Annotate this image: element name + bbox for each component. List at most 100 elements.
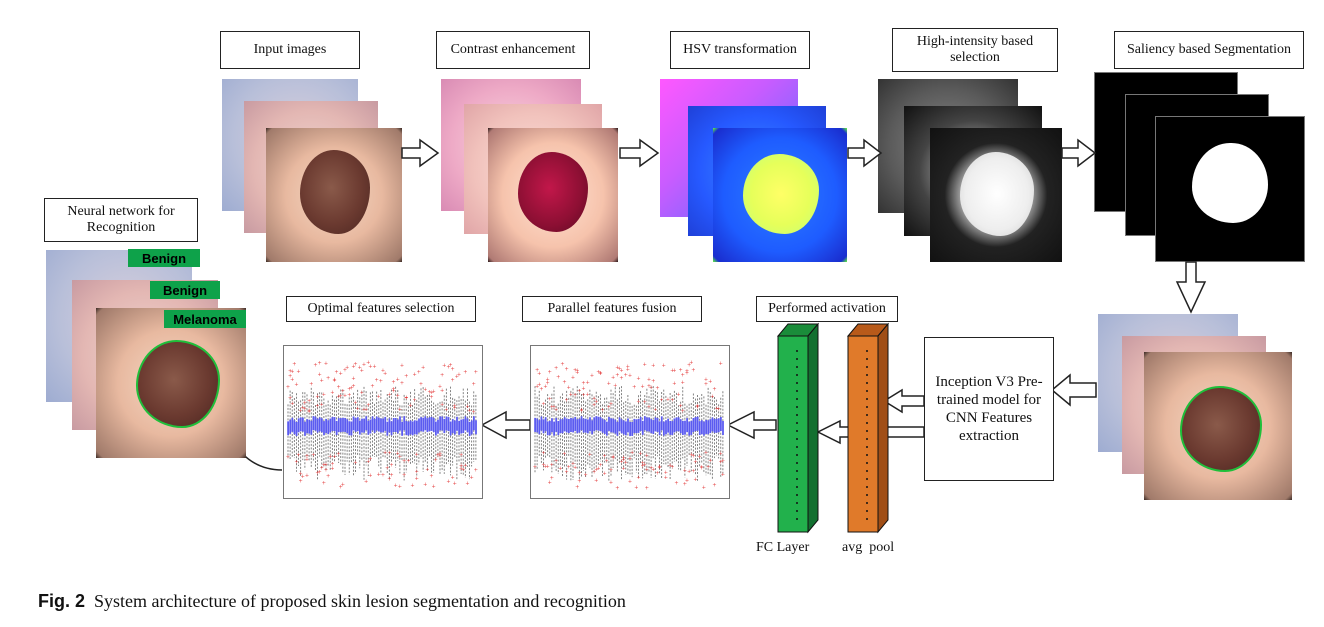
box xyxy=(380,418,382,433)
outlier-marker: + xyxy=(535,383,539,391)
box xyxy=(601,418,604,433)
box xyxy=(456,416,458,431)
outlier-marker: + xyxy=(700,464,704,472)
outlier-marker: + xyxy=(436,451,440,459)
outlier-marker: + xyxy=(552,403,556,411)
outlier-marker: + xyxy=(683,480,687,488)
outlier-marker: + xyxy=(712,481,716,489)
outlier-marker: + xyxy=(598,370,602,378)
box xyxy=(574,416,577,431)
box xyxy=(646,417,648,432)
outlier-marker: + xyxy=(286,453,290,461)
outlier-marker: + xyxy=(324,359,328,367)
outlier-marker: + xyxy=(389,461,393,469)
outlier-marker: + xyxy=(647,403,651,411)
outlier-marker: + xyxy=(632,383,636,391)
outlier-marker: + xyxy=(305,471,309,479)
box xyxy=(352,416,355,431)
outlier-marker: + xyxy=(533,463,537,471)
outlier-marker: + xyxy=(704,448,708,456)
outlier-marker: + xyxy=(398,405,402,413)
outlier-marker: + xyxy=(615,363,619,371)
outlier-marker: + xyxy=(451,365,455,373)
box xyxy=(586,419,589,434)
outlier-marker: + xyxy=(459,461,463,469)
box xyxy=(715,418,718,433)
outlier-marker: + xyxy=(569,390,573,398)
outlier-marker: + xyxy=(451,474,455,482)
box xyxy=(413,420,416,435)
outlier-marker: + xyxy=(330,465,334,473)
outlier-marker: + xyxy=(554,364,558,372)
outlier-marker: + xyxy=(341,480,345,488)
box xyxy=(445,416,448,431)
outlier-marker: + xyxy=(550,474,554,482)
box xyxy=(361,418,363,433)
outlier-marker: + xyxy=(360,389,364,397)
box xyxy=(337,418,340,433)
outlier-marker: + xyxy=(550,461,554,469)
outlier-marker: + xyxy=(658,464,662,472)
outlier-marker: + xyxy=(626,366,630,374)
caption-text: System architecture of proposed skin les… xyxy=(94,591,626,611)
box xyxy=(555,417,558,432)
box xyxy=(449,421,452,436)
outlier-marker: + xyxy=(322,479,326,487)
box xyxy=(553,421,555,436)
fc-layer-label: FC Layer xyxy=(756,540,810,555)
box xyxy=(595,416,598,431)
hsv-lesion xyxy=(743,154,819,234)
input-images-label: Input images xyxy=(220,31,360,69)
box xyxy=(567,419,570,434)
outlier-marker: + xyxy=(655,384,659,392)
box xyxy=(297,418,300,433)
box xyxy=(679,419,682,434)
box xyxy=(639,416,642,431)
box xyxy=(622,420,625,435)
outlier-marker: + xyxy=(636,374,640,382)
saliency-segmentation-label: Saliency based Segmentation xyxy=(1114,31,1304,69)
outlier-marker: + xyxy=(430,393,434,401)
box xyxy=(304,421,306,436)
outlier-marker: + xyxy=(721,457,725,465)
outlier-marker: + xyxy=(345,363,349,371)
box xyxy=(692,418,695,433)
outlier-marker: + xyxy=(442,362,446,370)
box xyxy=(468,421,471,436)
saliency-image-3 xyxy=(1155,116,1305,262)
box xyxy=(289,419,292,434)
recognition-image-3 xyxy=(96,308,246,458)
box xyxy=(705,419,707,434)
outlier-marker: + xyxy=(419,380,423,388)
box xyxy=(458,420,460,435)
box xyxy=(394,417,397,432)
outlier-marker: + xyxy=(398,453,402,461)
outlier-marker: + xyxy=(628,478,632,486)
outlier-marker: + xyxy=(417,368,421,376)
outlier-marker: + xyxy=(721,471,725,479)
outlier-marker: + xyxy=(343,366,347,374)
outlier-marker: + xyxy=(432,482,436,490)
outlier-marker: + xyxy=(465,480,469,488)
inception-box: Inception V3 Pre-trained model for CNN F… xyxy=(924,337,1054,481)
outlier-marker: + xyxy=(539,385,543,393)
outlier-marker: + xyxy=(297,367,301,375)
outlier-marker: + xyxy=(421,364,425,372)
outlier-marker: + xyxy=(622,453,626,461)
box xyxy=(367,420,370,435)
outlier-marker: + xyxy=(683,466,687,474)
outlier-marker: + xyxy=(554,457,558,465)
outlier-marker: + xyxy=(446,363,450,371)
optimal-features-label: Optimal features selection xyxy=(286,296,476,322)
outlier-marker: + xyxy=(596,368,600,376)
outlier-marker: + xyxy=(402,457,406,465)
outlier-marker: + xyxy=(322,461,326,469)
box xyxy=(648,417,650,432)
box xyxy=(662,421,665,436)
box xyxy=(578,418,581,433)
box xyxy=(694,417,697,432)
outlier-marker: + xyxy=(332,376,336,384)
outlier-marker: + xyxy=(368,455,372,463)
box xyxy=(540,416,543,431)
outlier-marker: + xyxy=(427,388,431,396)
